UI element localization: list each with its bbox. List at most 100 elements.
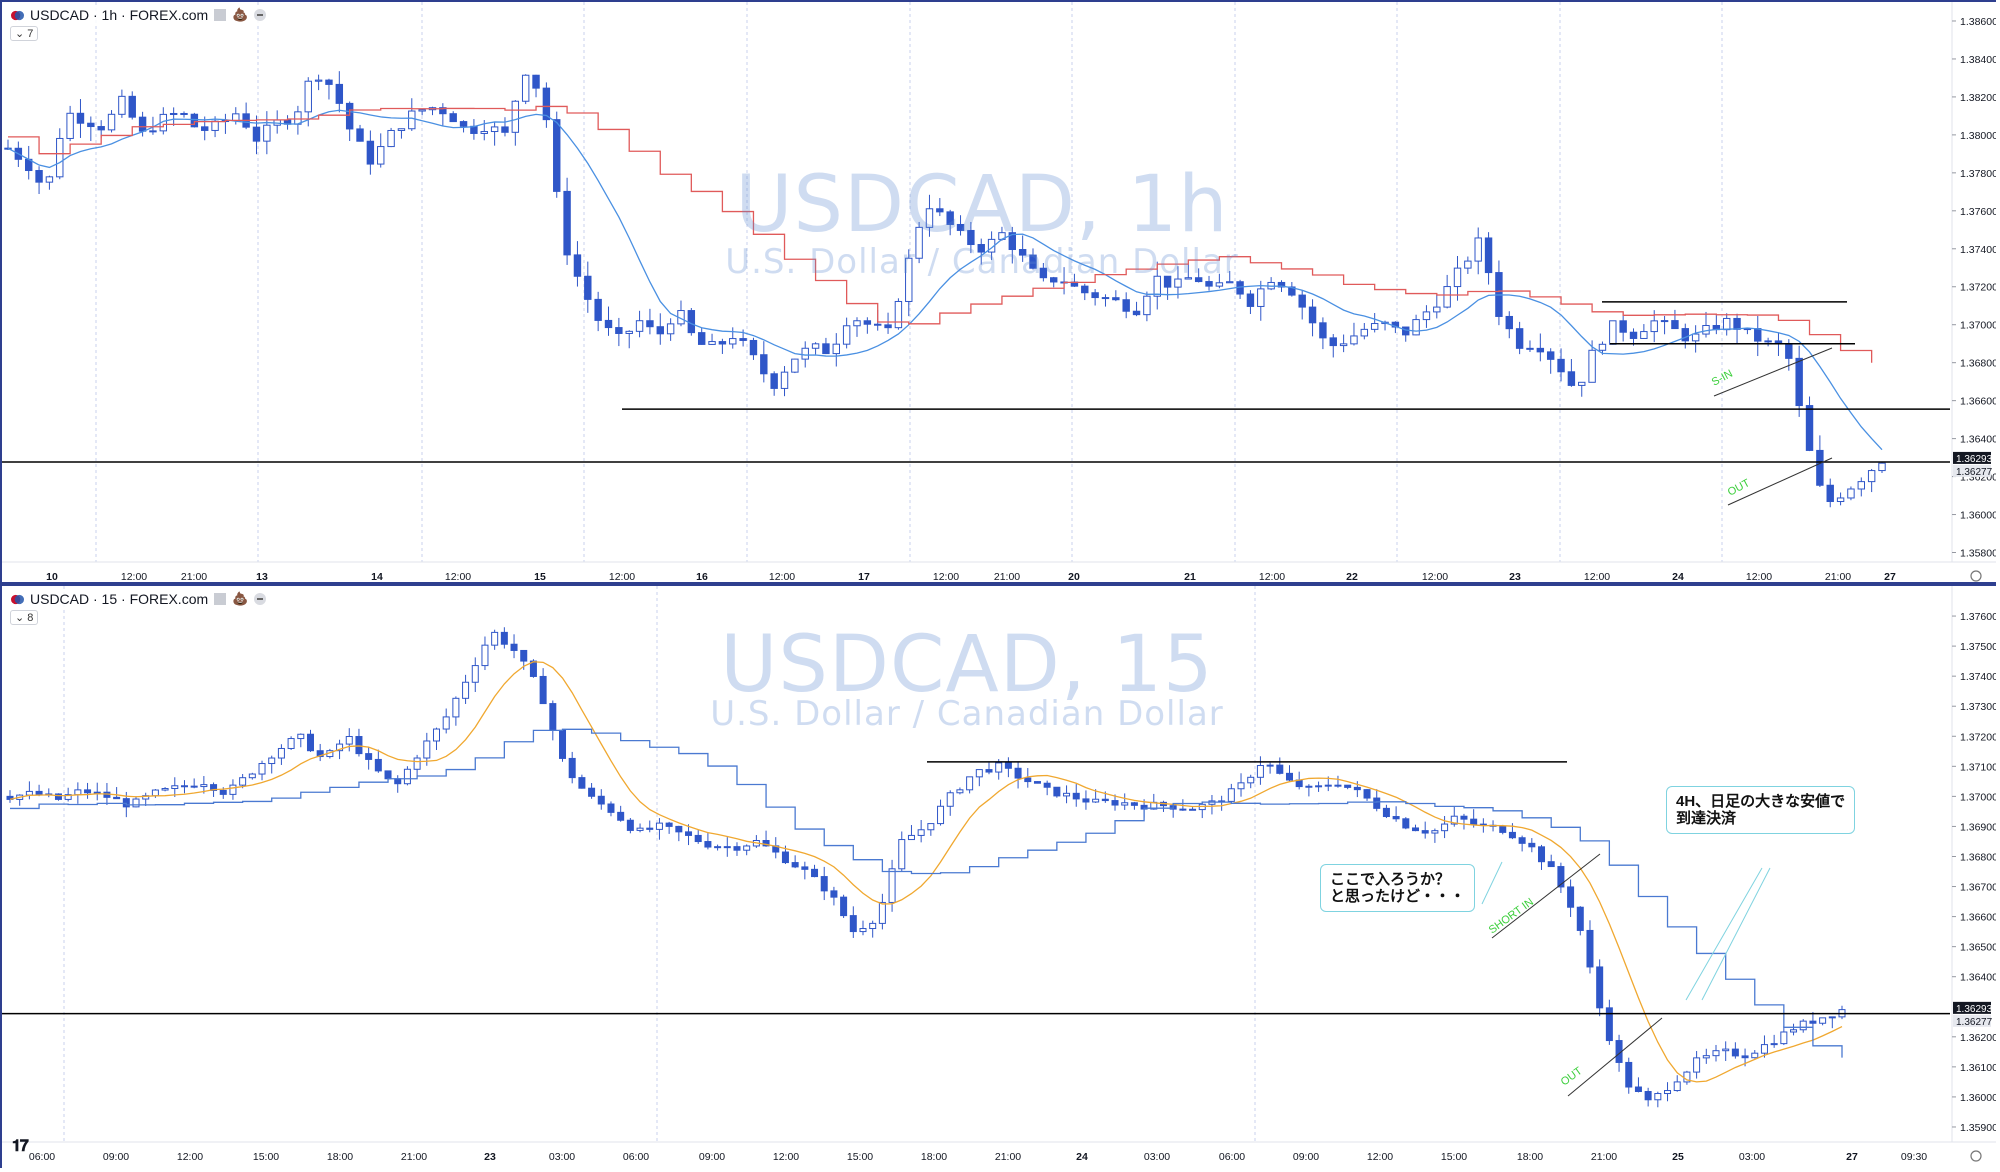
candle-body xyxy=(905,257,913,302)
price-tick-label: 1.36200 xyxy=(1960,1032,1996,1044)
settings-gear-icon[interactable] xyxy=(1970,1150,1982,1162)
candle-body xyxy=(898,839,906,870)
chart-pane-1h[interactable]: 1.38600 1.38400 1.38200 1.38000 1.37800 1.376… xyxy=(2,2,1996,582)
candle-body xyxy=(1392,816,1400,820)
candle-body xyxy=(510,643,518,651)
bookmark-icon[interactable] xyxy=(214,593,227,605)
candle-body xyxy=(374,758,382,772)
candle-body xyxy=(1733,317,1741,330)
candle-body xyxy=(1443,286,1451,308)
candle-body xyxy=(977,244,985,253)
candle-body xyxy=(481,644,489,667)
candle-body xyxy=(1538,846,1546,863)
candle-body xyxy=(316,750,324,758)
candle-body xyxy=(1246,293,1255,307)
time-tick-label: 25 xyxy=(1672,1151,1684,1163)
candle-body xyxy=(1751,1052,1759,1059)
chart-pane-15m[interactable]: 1.37600 1.37500 1.37400 1.37300 1.37200 1.371… xyxy=(2,586,1996,1168)
poop-icon[interactable]: 💩 xyxy=(232,591,249,606)
settings-gear-icon[interactable] xyxy=(1970,570,1982,582)
candle-body xyxy=(452,697,460,718)
candle-body xyxy=(956,223,965,231)
candle-body xyxy=(1722,317,1731,331)
bookmark-icon[interactable] xyxy=(214,9,227,21)
candle-body xyxy=(1586,929,1594,968)
line-price-tag xyxy=(1953,1014,1991,1027)
candle-body xyxy=(1402,326,1410,336)
candle-body xyxy=(1121,802,1129,806)
candle-body xyxy=(1671,320,1679,330)
trend-line xyxy=(1701,867,1771,1001)
candle-body xyxy=(937,805,945,825)
candle-body xyxy=(1174,278,1182,288)
annotation-s-in: S-IN xyxy=(1710,368,1735,389)
candle-body xyxy=(1609,320,1617,345)
candle-body xyxy=(791,358,799,373)
candle-body xyxy=(878,901,886,924)
time-tick-label: 03:00 xyxy=(549,1151,575,1163)
collapse-icon[interactable] xyxy=(254,9,267,21)
time-tick-label: 21:00 xyxy=(994,571,1020,582)
price-tick-label: 1.37200 xyxy=(1960,731,1996,743)
symbol-title: USDCAD · 1h · FOREX.com xyxy=(30,7,209,23)
candle-body xyxy=(169,112,178,115)
time-tick-label: 15 xyxy=(534,571,546,582)
candle-body xyxy=(511,100,520,133)
price-tick-label: 1.37600 xyxy=(1960,611,1996,623)
candle-body xyxy=(1298,294,1306,308)
chart-canvas-1h[interactable]: 1.38600 1.38400 1.38200 1.38000 1.37800 1.376… xyxy=(2,2,1996,582)
last-price-label: 1.36293 xyxy=(1956,1004,1993,1015)
candle-body xyxy=(801,347,809,360)
candle-body xyxy=(1082,798,1090,803)
time-tick-label: 21:00 xyxy=(181,571,207,582)
candle-body xyxy=(1004,762,1012,769)
candle-body xyxy=(1226,281,1234,284)
candle-body xyxy=(521,74,530,102)
candle-body xyxy=(685,831,693,836)
candle-body xyxy=(449,113,457,123)
candle-body xyxy=(439,107,447,115)
price-tick-label: 1.36600 xyxy=(1960,912,1996,924)
candle-body xyxy=(1353,786,1361,791)
time-tick-label: 23 xyxy=(484,1151,496,1163)
price-tick-label: 1.37400 xyxy=(1960,244,1996,256)
candle-body xyxy=(1132,310,1141,316)
candle-body xyxy=(811,868,819,878)
candle-body xyxy=(219,789,227,795)
candle-body xyxy=(384,770,392,780)
symbol-legend[interactable]: USDCAD · 1h · FOREX.com 💩 xyxy=(8,6,270,24)
indicator-toggle[interactable]: ⌄ 7 xyxy=(10,26,39,41)
candle-body xyxy=(625,330,633,334)
flag-icon xyxy=(11,10,24,20)
candle-body xyxy=(762,840,770,847)
candle-body xyxy=(1370,323,1379,330)
tradingview-logo-icon[interactable]: 𝟏𝟕 xyxy=(12,1138,29,1155)
time-tick-label: 22 xyxy=(1346,571,1358,582)
time-tick-label: 24 xyxy=(1076,1151,1088,1163)
collapse-icon[interactable] xyxy=(254,593,267,605)
symbol-legend[interactable]: USDCAD · 15 · FOREX.com 💩 xyxy=(8,590,270,608)
candle-body xyxy=(1421,830,1429,834)
pane-separator[interactable] xyxy=(2,582,1996,586)
indicator-toggle[interactable]: ⌄ 8 xyxy=(10,610,39,625)
candle-body xyxy=(459,121,468,127)
candle-body xyxy=(6,795,14,800)
candle-body xyxy=(211,120,219,131)
time-tick-label: 12:00 xyxy=(121,571,147,582)
candle-body xyxy=(418,109,426,112)
candle-body xyxy=(76,112,85,124)
candle-body xyxy=(1816,449,1824,486)
candle-body xyxy=(749,339,758,356)
candle-body xyxy=(760,354,768,375)
time-tick-label: 06:00 xyxy=(623,1151,649,1163)
candle-body xyxy=(539,675,547,705)
candle-body xyxy=(263,124,271,142)
candle-body xyxy=(1081,285,1089,294)
chart-canvas-15m[interactable]: 1.37600 1.37500 1.37400 1.37300 1.37200 1.371… xyxy=(2,586,1996,1168)
candle-body xyxy=(1654,1093,1662,1101)
poop-icon[interactable]: 💩 xyxy=(232,7,249,22)
candle-body xyxy=(356,128,364,142)
candle-body xyxy=(413,757,421,770)
candle-body xyxy=(946,211,954,225)
candle-body xyxy=(229,784,237,795)
